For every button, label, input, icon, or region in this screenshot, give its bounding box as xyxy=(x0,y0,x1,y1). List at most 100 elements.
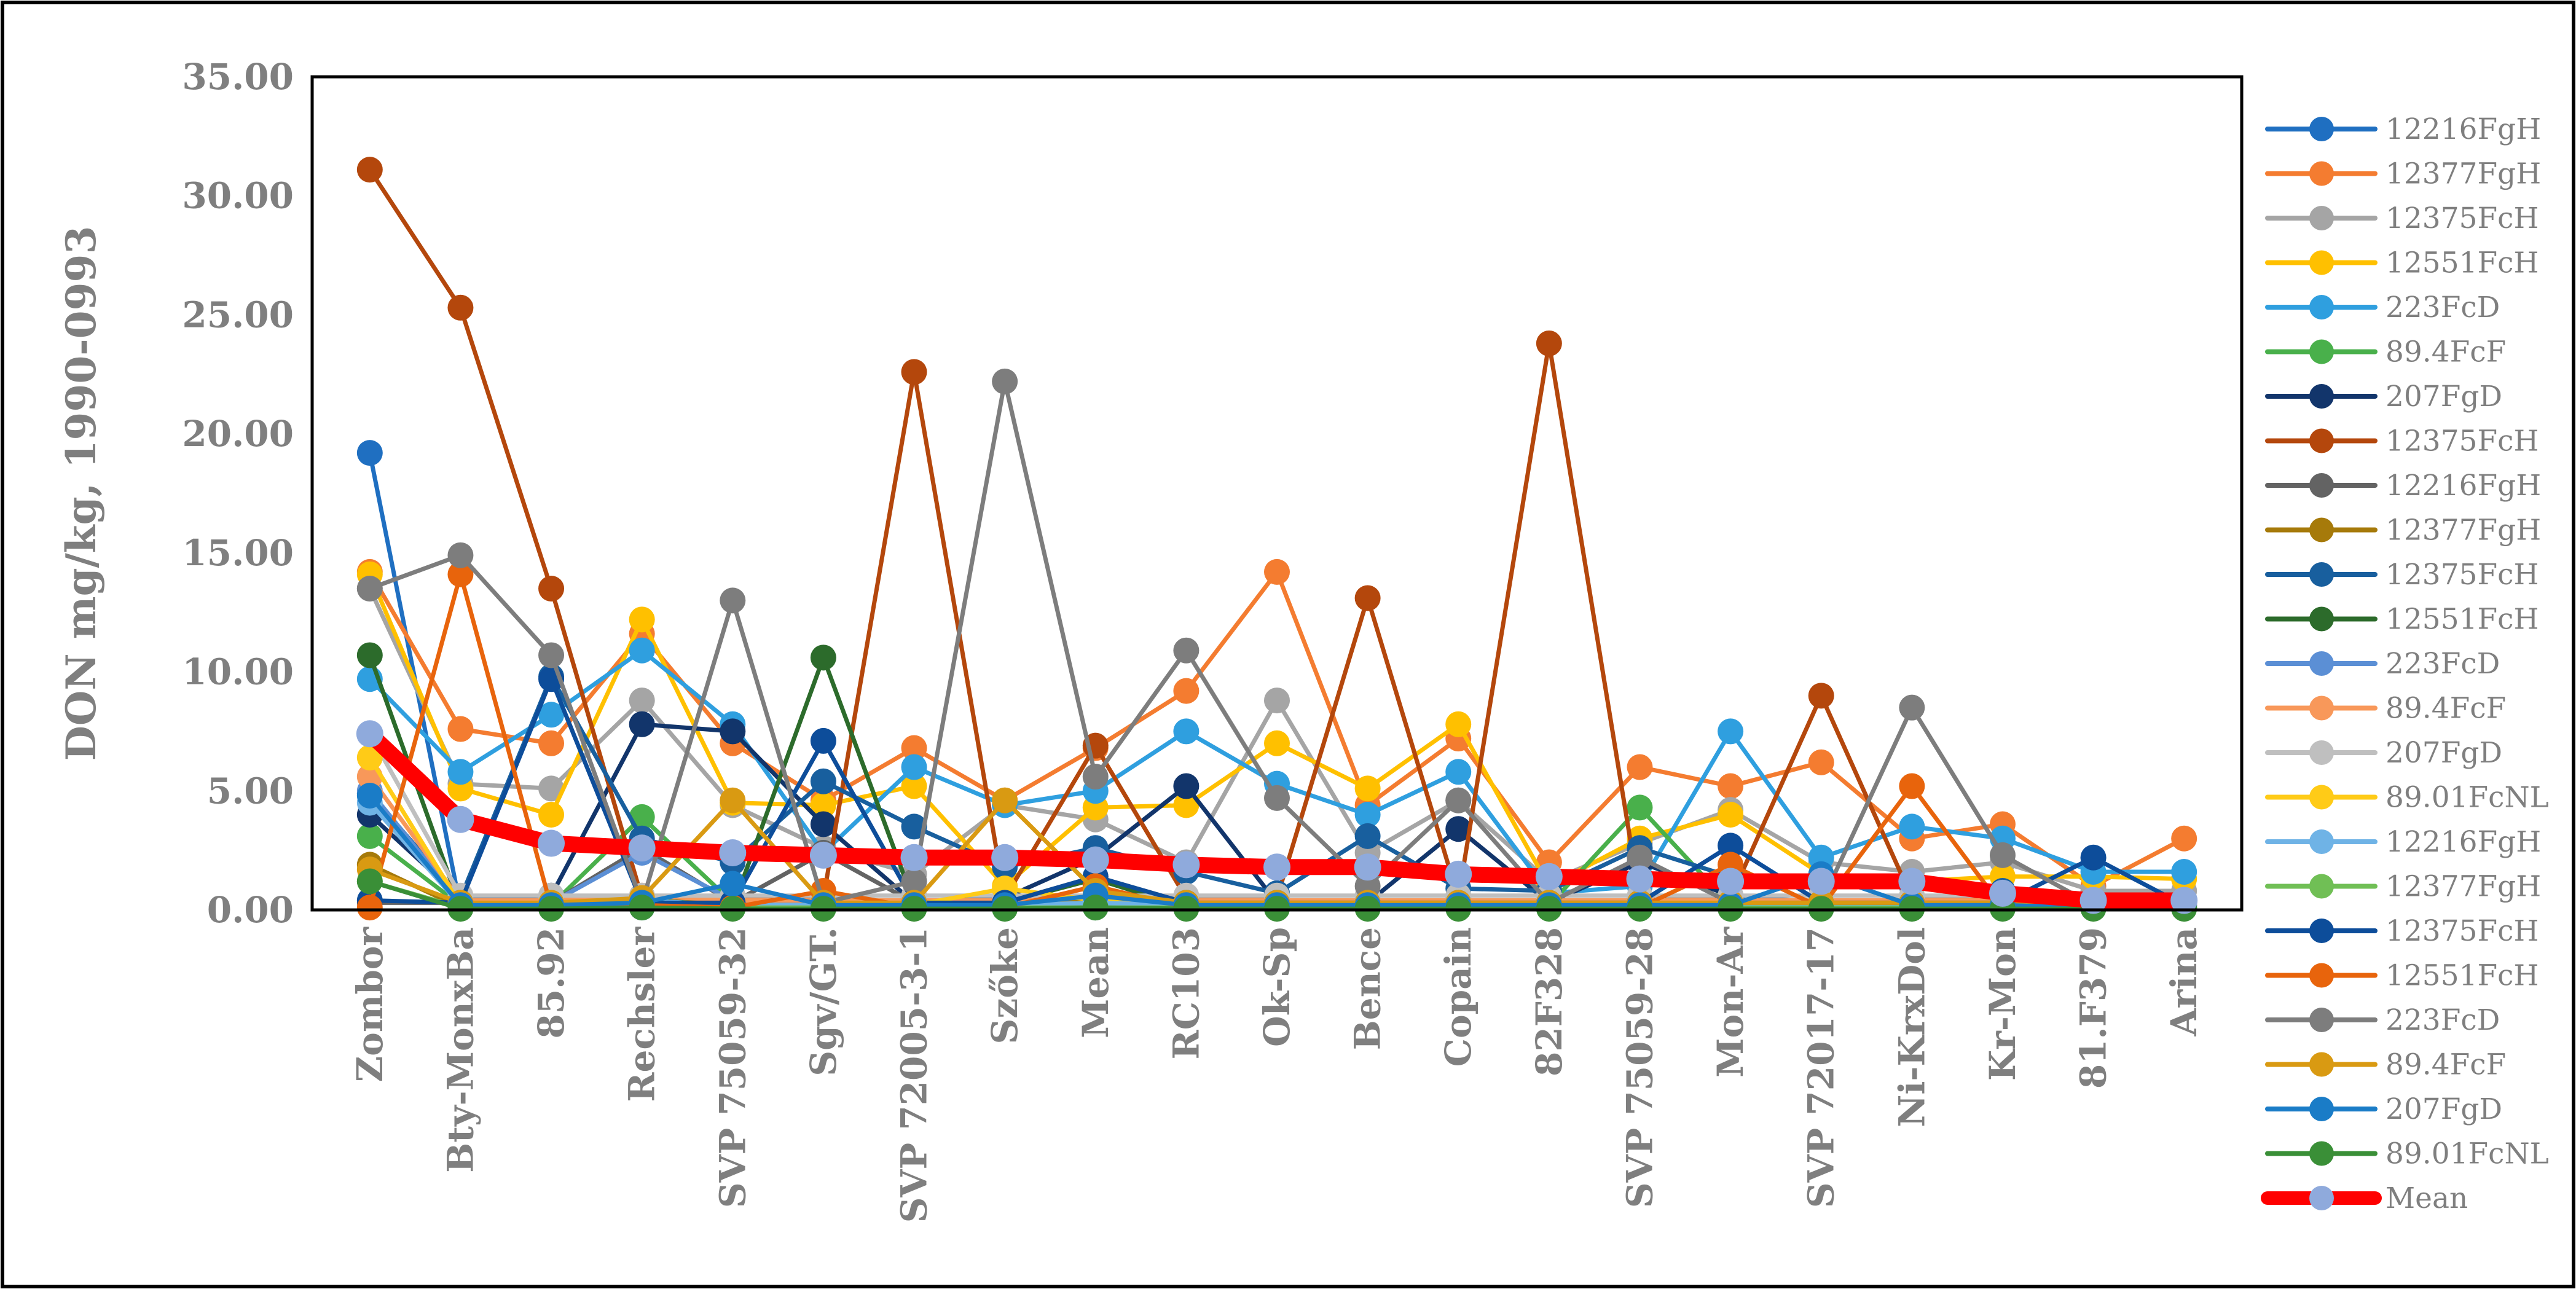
data-point xyxy=(1445,816,1472,842)
y-tick-label: 20.00 xyxy=(182,413,294,455)
legend: 12216FgH 12377FgH 12375FcH 12551FcH 223FcD 89… xyxy=(2261,112,2549,1215)
data-point xyxy=(538,802,565,828)
x-tick-label: SVP 72017-17 xyxy=(1800,927,1842,1208)
data-point xyxy=(629,606,655,633)
legend-label: 12216FgH xyxy=(2386,469,2541,503)
data-point xyxy=(1718,773,1744,799)
legend-item: 207FgD xyxy=(2265,1092,2502,1126)
x-tick-label: Mean xyxy=(1075,927,1117,1038)
legend-item: 12375FcH xyxy=(2265,914,2539,948)
legend-label: 12551FcH xyxy=(2386,603,2539,637)
x-tick-label: Rechsler xyxy=(621,927,663,1102)
data-point xyxy=(356,157,383,183)
data-point xyxy=(1717,868,1745,895)
x-tick-label: 85.92 xyxy=(530,927,572,1039)
data-point xyxy=(1173,637,1200,664)
legend-label: 89.4FcF xyxy=(2386,692,2506,726)
legend-label: Mean xyxy=(2386,1181,2468,1215)
data-point xyxy=(629,637,655,664)
series-223FcD xyxy=(356,368,2197,919)
legend-item: 12216FgH xyxy=(2265,825,2541,859)
data-point xyxy=(1808,749,1834,775)
data-point xyxy=(538,575,565,601)
data-point xyxy=(447,716,474,742)
legend-marker xyxy=(2309,339,2334,364)
y-tick-label: 5.00 xyxy=(207,770,294,812)
x-tick-label: Kr-Mon xyxy=(1982,927,2024,1081)
data-point xyxy=(901,735,927,761)
legend-item: 12551FcH xyxy=(2265,603,2539,637)
data-point xyxy=(1263,853,1290,881)
legend-label: 12377FgH xyxy=(2386,514,2541,547)
x-tick-label: SVP 75059-28 xyxy=(1619,927,1660,1208)
data-point xyxy=(447,805,474,833)
legend-label: 12551FcH xyxy=(2386,959,2539,993)
data-point xyxy=(1445,711,1472,737)
data-point xyxy=(1173,773,1200,799)
data-point xyxy=(1626,865,1654,893)
data-point xyxy=(810,727,836,754)
x-tick-label: SVP 75059-32 xyxy=(712,927,753,1208)
data-point xyxy=(1445,787,1472,813)
y-tick-label: 15.00 xyxy=(182,532,294,574)
legend-marker xyxy=(2309,384,2334,409)
legend-label: 12216FgH xyxy=(2386,112,2541,146)
legend-label: 12551FcH xyxy=(2386,246,2539,280)
legend-item: 12216FgH xyxy=(2265,469,2541,503)
legend-marker xyxy=(2309,651,2334,676)
data-point xyxy=(810,811,836,837)
legend-item: 12375FcH xyxy=(2265,425,2539,458)
legend-label: 207FgD xyxy=(2386,736,2502,770)
x-tick-label: Copain xyxy=(1437,927,1479,1067)
y-tick-label: 25.00 xyxy=(182,294,294,335)
legend-label: 12375FcH xyxy=(2386,558,2539,592)
data-point xyxy=(356,823,383,849)
y-tick-label: 30.00 xyxy=(182,175,294,217)
data-point xyxy=(628,834,656,862)
legend-label: 207FgD xyxy=(2386,380,2502,413)
data-point xyxy=(356,868,383,895)
legend-marker xyxy=(2309,874,2334,899)
data-point xyxy=(356,783,383,809)
data-point xyxy=(629,688,655,714)
data-point xyxy=(1808,683,1834,709)
data-point xyxy=(1172,851,1200,879)
y-tick-label: 10.00 xyxy=(182,651,294,693)
data-point xyxy=(901,754,927,780)
data-point xyxy=(719,839,747,867)
data-point xyxy=(1445,860,1472,888)
data-point xyxy=(901,813,927,840)
x-tick-label: 81.F379 xyxy=(2073,927,2115,1089)
legend-item: 12551FcH xyxy=(2265,959,2539,993)
legend-marker xyxy=(2309,562,2334,587)
legend-label: 223FcD xyxy=(2386,1003,2500,1037)
legend-item: 207FgD xyxy=(2265,736,2502,770)
legend-label: 223FcD xyxy=(2386,647,2500,681)
legend-item: Mean xyxy=(2261,1181,2468,1215)
x-tick-label: Szőke xyxy=(984,927,1026,1044)
x-tick-label: Bence xyxy=(1347,927,1389,1050)
legend-item: 223FcD xyxy=(2265,647,2500,681)
data-point xyxy=(901,359,927,385)
data-point xyxy=(1264,558,1290,585)
legend-item: 89.4FcF xyxy=(2265,692,2506,726)
series-Mean xyxy=(356,720,2198,914)
legend-marker xyxy=(2309,1097,2334,1121)
legend-marker xyxy=(2309,161,2334,186)
legend-label: 12377FgH xyxy=(2386,157,2541,191)
legend-marker xyxy=(2309,250,2334,275)
legend-marker xyxy=(2309,206,2334,230)
legend-label: 223FcD xyxy=(2386,291,2500,324)
legend-item: 223FcD xyxy=(2265,1003,2500,1037)
legend-marker xyxy=(2309,785,2334,810)
legend-item: 12216FgH xyxy=(2265,112,2541,146)
data-point xyxy=(720,787,746,813)
data-point xyxy=(538,702,565,728)
y-tick-label: 0.00 xyxy=(207,889,294,931)
data-point xyxy=(809,841,837,869)
data-point xyxy=(629,895,655,921)
data-point xyxy=(538,730,565,756)
legend-label: 12375FcH xyxy=(2386,914,2539,948)
legend-item: 89.01FcNL xyxy=(2265,781,2549,815)
